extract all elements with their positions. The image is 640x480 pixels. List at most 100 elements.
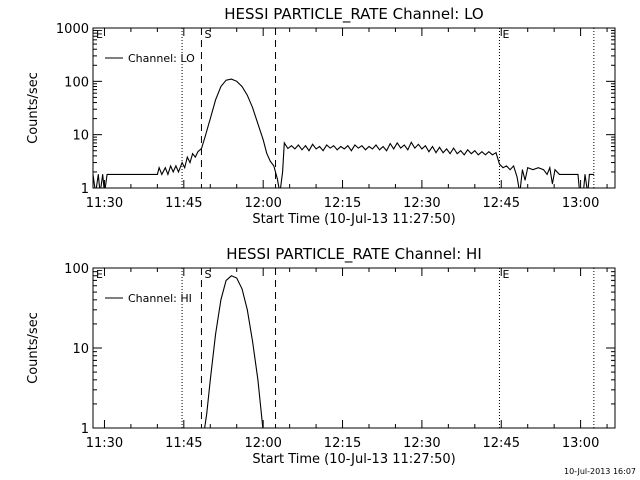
data-point: [470, 153, 472, 155]
data-point: [407, 149, 409, 151]
data-point: [403, 144, 405, 146]
x-axis-label: Start Time (10-Jul-13 11:27:50): [252, 212, 455, 227]
data-point: [549, 167, 551, 169]
data-point: [164, 167, 166, 169]
data-point: [492, 154, 493, 156]
data-point: [305, 145, 306, 147]
data-point: [225, 280, 227, 281]
data-point: [442, 152, 444, 154]
data-point: [209, 379, 211, 381]
y-tick-label: 1: [81, 422, 89, 437]
data-point: [269, 160, 271, 162]
data-point: [329, 147, 331, 149]
y-tick-label: 10: [72, 129, 89, 144]
data-point: [236, 277, 238, 279]
data-point: [425, 145, 426, 147]
y-tick-label: 100: [64, 75, 89, 90]
data-point: [201, 148, 202, 149]
data-point: [354, 144, 356, 146]
data-point: [104, 193, 105, 194]
data-point: [396, 142, 398, 144]
data-point: [481, 151, 483, 153]
x-tick-label: 13:00: [562, 436, 599, 451]
data-point: [158, 167, 160, 169]
data-point: [246, 94, 248, 96]
data-point: [569, 174, 571, 175]
data-point: [273, 165, 275, 167]
data-point: [477, 154, 479, 156]
data-point: [453, 147, 454, 149]
x-tick-label: 12:30: [403, 436, 440, 451]
data-point: [262, 139, 264, 141]
data-point: [365, 149, 366, 151]
data-point: [577, 174, 579, 175]
data-point: [460, 150, 462, 152]
data-point: [167, 174, 169, 175]
data-point: [266, 152, 268, 154]
data-point: [319, 146, 320, 147]
data-point: [428, 151, 430, 153]
legend-label: Channel: LO: [128, 52, 195, 65]
data-point: [261, 413, 262, 415]
data-point: [559, 174, 560, 175]
data-point: [432, 146, 433, 147]
data-point: [291, 145, 292, 147]
x-tick-label: 12:45: [483, 196, 520, 211]
y-tick-label: 1000: [56, 22, 89, 37]
data-point: [102, 174, 104, 175]
data-point: [161, 174, 163, 175]
data-point: [463, 154, 465, 156]
legend: Channel: HI: [105, 292, 192, 305]
data-point: [93, 174, 94, 175]
plot-timestamp: 10-Jul-2013 16:07: [564, 467, 636, 476]
data-point: [263, 431, 264, 432]
data-point: [552, 183, 553, 185]
data-point: [506, 165, 507, 167]
data-point: [382, 146, 384, 147]
data-point: [100, 193, 101, 194]
data-point: [527, 167, 529, 169]
data-point: [584, 174, 586, 175]
data-point: [546, 174, 548, 175]
data-point: [499, 163, 500, 165]
x-tick-label: 12:00: [244, 196, 281, 211]
data-point: [231, 78, 232, 80]
data-point: [414, 147, 416, 149]
data-point: [554, 169, 556, 171]
data-point: [333, 145, 335, 147]
x-tick-label: 12:15: [324, 196, 361, 211]
data-point: [488, 151, 490, 153]
data-point: [257, 123, 259, 125]
data-point: [157, 174, 158, 175]
data-point: [400, 147, 402, 149]
data-point: [204, 431, 205, 432]
legend-label: Channel: HI: [128, 292, 192, 305]
data-point: [301, 149, 303, 151]
data-point: [583, 193, 584, 194]
event-marker-label: S: [204, 28, 211, 41]
data-point: [252, 341, 254, 343]
data-point: [209, 118, 211, 119]
data-point: [532, 169, 534, 171]
y-axis-label: Counts/sec: [26, 312, 41, 384]
data-point: [485, 154, 486, 156]
data-point: [192, 153, 194, 155]
data-point: [593, 174, 595, 175]
data-point: [172, 171, 174, 173]
data-point: [175, 165, 177, 167]
data-point: [361, 145, 363, 147]
data-point: [393, 148, 395, 150]
data-point: [439, 146, 440, 148]
data-point: [252, 107, 254, 109]
x-tick-label: 11:45: [165, 196, 202, 211]
data-point: [184, 167, 186, 169]
data-point: [368, 146, 370, 147]
data-point: [170, 165, 172, 167]
data-point: [194, 156, 196, 158]
data-point: [421, 148, 423, 150]
data-point: [298, 144, 299, 146]
series-line: [93, 78, 594, 188]
data-point: [347, 145, 349, 147]
x-tick-label: 12:00: [244, 436, 281, 451]
data-point: [522, 169, 523, 171]
